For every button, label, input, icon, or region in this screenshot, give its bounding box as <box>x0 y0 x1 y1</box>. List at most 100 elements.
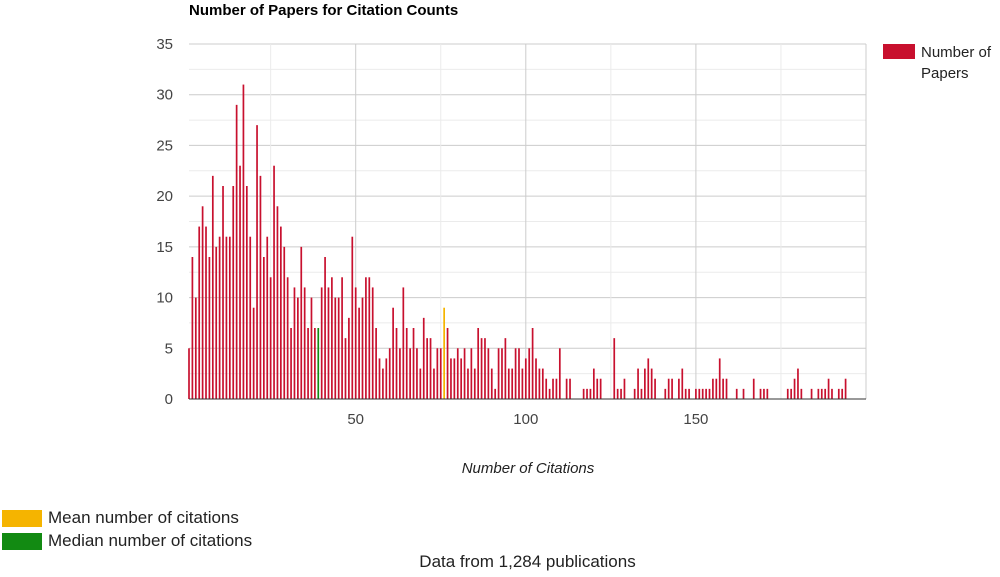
bar <box>837 388 840 399</box>
bar <box>484 338 486 399</box>
bar <box>293 287 296 399</box>
bar <box>786 388 789 399</box>
bar <box>763 388 765 399</box>
bar <box>824 388 827 399</box>
bar <box>715 378 718 399</box>
bar <box>589 388 592 399</box>
y-tick-label: 5 <box>165 340 173 357</box>
bar <box>504 338 507 399</box>
bar <box>538 368 541 399</box>
bar <box>582 388 585 399</box>
bar <box>402 287 405 399</box>
legend: Number of Papers <box>883 44 992 82</box>
bar <box>678 378 680 399</box>
bar <box>467 368 469 399</box>
bar <box>351 236 354 399</box>
bar <box>620 388 622 399</box>
bar <box>198 226 201 399</box>
bar <box>494 388 497 399</box>
bar <box>354 287 357 399</box>
bar <box>405 328 408 399</box>
bar <box>266 236 269 399</box>
bar <box>426 338 428 399</box>
bar <box>705 388 707 399</box>
bar <box>286 277 289 399</box>
bar <box>671 378 673 399</box>
bar <box>599 378 602 399</box>
bar <box>541 368 544 399</box>
bar <box>752 378 755 399</box>
bar <box>290 328 292 399</box>
y-tick-label: 20 <box>156 188 173 205</box>
bar <box>497 348 500 399</box>
bar <box>623 378 626 399</box>
bar <box>211 175 214 399</box>
legend-swatch <box>883 44 915 59</box>
bar <box>242 84 245 400</box>
bar <box>215 246 218 399</box>
bar <box>358 307 360 399</box>
x-tick-label: 150 <box>683 411 708 428</box>
bar <box>521 368 524 399</box>
bar <box>300 246 303 399</box>
bar <box>218 236 221 399</box>
bar <box>378 358 381 399</box>
bar <box>501 348 503 399</box>
bar <box>348 317 350 399</box>
bar <box>831 388 833 399</box>
bar <box>552 378 554 399</box>
bar <box>667 378 670 399</box>
y-tick-label: 15 <box>156 239 173 256</box>
bar <box>208 257 211 399</box>
bar <box>259 175 262 399</box>
bar <box>368 277 371 399</box>
bar <box>759 388 762 399</box>
y-axis-ticks: 0 5 10 15 20 25 30 35 <box>156 36 173 408</box>
bar <box>528 348 531 399</box>
bar <box>446 328 449 399</box>
bar <box>262 257 265 399</box>
bar <box>228 236 231 399</box>
bar <box>480 338 483 399</box>
bar <box>422 317 425 399</box>
bar <box>790 388 793 399</box>
x-tick-label: 100 <box>513 411 538 428</box>
bar <box>507 368 510 399</box>
bar <box>616 388 619 399</box>
bar <box>460 358 463 399</box>
bar <box>232 186 235 399</box>
bar <box>592 368 595 399</box>
bar <box>640 388 643 399</box>
bar <box>518 348 520 399</box>
bar <box>436 348 439 399</box>
y-tick-label: 0 <box>165 391 173 408</box>
bar <box>239 165 241 399</box>
bar <box>392 307 394 399</box>
bar <box>735 388 738 399</box>
bar <box>664 388 667 399</box>
bar <box>800 388 803 399</box>
y-tick-label: 30 <box>156 87 173 104</box>
bar <box>439 348 442 399</box>
bar <box>841 388 844 399</box>
bar <box>385 358 388 399</box>
bar <box>280 226 282 399</box>
bar <box>487 348 490 399</box>
bar <box>252 307 255 399</box>
bar <box>409 348 411 399</box>
bar <box>511 368 514 399</box>
bar <box>375 328 377 399</box>
bar <box>684 388 687 399</box>
bar <box>827 378 830 399</box>
bar <box>303 287 306 399</box>
bar <box>456 348 459 399</box>
bar <box>416 348 418 399</box>
bar <box>249 236 252 399</box>
bar <box>361 297 364 399</box>
bar <box>633 388 636 399</box>
chart-title: Number of Papers for Citation Counts <box>189 2 458 19</box>
bar <box>477 328 480 399</box>
x-axis-ticks: 50 100 150 <box>347 411 708 428</box>
bar <box>712 378 714 399</box>
bar <box>235 104 238 399</box>
